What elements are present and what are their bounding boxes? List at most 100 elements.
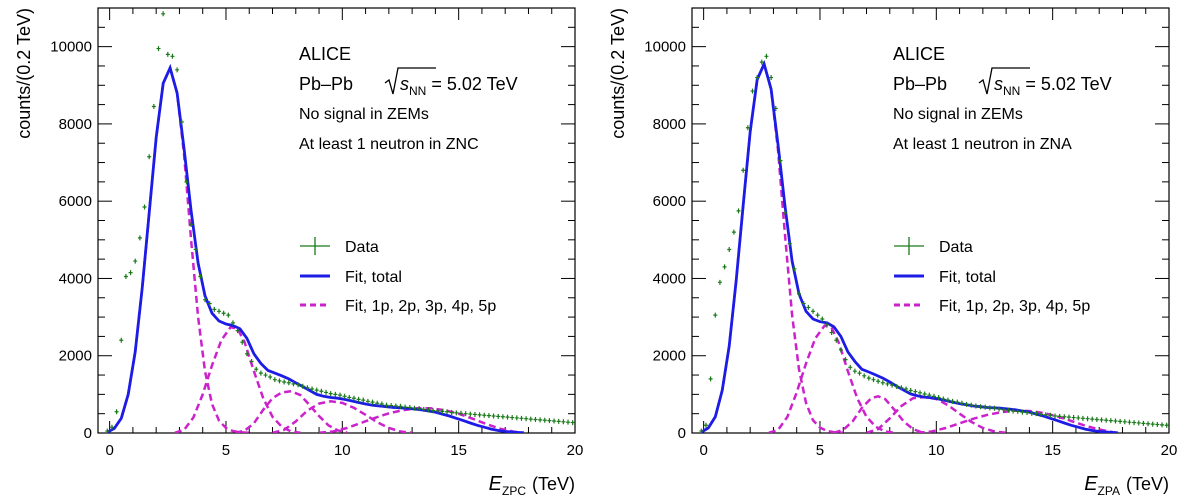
data-point xyxy=(885,381,890,387)
fit-component-line xyxy=(768,324,895,433)
data-point xyxy=(328,391,333,397)
fit-component-line xyxy=(272,400,413,433)
data-point xyxy=(272,377,277,383)
data-point xyxy=(244,351,249,357)
x-axis-label-unit: (TeV) xyxy=(532,474,575,494)
data-point xyxy=(1104,417,1109,423)
data-point xyxy=(310,386,315,392)
data-point xyxy=(389,403,394,409)
data-point xyxy=(731,229,736,235)
data-point xyxy=(1066,414,1071,420)
x-tick-label: 20 xyxy=(1161,442,1178,459)
data-point xyxy=(463,411,468,417)
data-point xyxy=(829,330,834,336)
data-point xyxy=(769,75,774,81)
data-point xyxy=(1164,422,1169,428)
data-point xyxy=(216,308,221,314)
data-point xyxy=(1076,415,1081,421)
data-point xyxy=(193,246,198,252)
data-point xyxy=(1136,420,1141,426)
annotation-experiment: ALICE xyxy=(299,44,351,64)
data-point xyxy=(973,403,978,409)
data-point xyxy=(263,372,268,378)
data-point xyxy=(783,210,788,216)
data-point xyxy=(1052,413,1057,419)
data-point xyxy=(268,374,273,380)
annotation-line4: At least 1 neutron in ZNA xyxy=(893,136,1072,153)
data-point xyxy=(384,402,389,408)
data-point xyxy=(258,370,263,376)
data-point xyxy=(370,399,375,405)
legend-label: Data xyxy=(939,239,973,256)
x-tick-label: 0 xyxy=(699,442,707,459)
chart-panel-zpa: 0 5 10 15 20 0 2000 4000 6000 8000 10000 counts/(0.… xyxy=(594,0,1188,501)
data-point xyxy=(133,258,138,264)
y-tick-label: 10000 xyxy=(50,39,92,56)
data-point xyxy=(717,279,722,285)
legend-label: Data xyxy=(345,239,379,256)
annotation-line3: No signal in ZEMs xyxy=(299,106,429,123)
data-point xyxy=(708,376,713,382)
data-point xyxy=(1020,409,1025,415)
data-point xyxy=(137,235,142,241)
data-point xyxy=(1001,407,1006,413)
data-point xyxy=(421,406,426,412)
annotation-energy-subscript: NN xyxy=(1003,84,1020,98)
data-point xyxy=(852,368,857,374)
data-point xyxy=(722,264,727,270)
data-point xyxy=(500,414,505,420)
y-tick-label: 8000 xyxy=(653,116,686,133)
data-point xyxy=(713,312,718,318)
data-point xyxy=(894,384,899,390)
data-point xyxy=(1011,408,1016,414)
data-point xyxy=(727,246,732,252)
x-axis-label-symbol: E xyxy=(1084,473,1098,495)
annotation-energy-value: = 5.02 TeV xyxy=(1025,74,1111,94)
data-point xyxy=(1006,407,1011,413)
data-point xyxy=(296,382,301,388)
data-point xyxy=(417,406,422,412)
fit-component-line xyxy=(235,390,348,433)
data-point xyxy=(277,378,282,384)
data-point xyxy=(128,270,133,276)
data-point xyxy=(1048,412,1053,418)
data-point xyxy=(179,119,184,125)
sqrt-icon xyxy=(384,67,436,95)
data-point xyxy=(1015,408,1020,414)
data-point xyxy=(1080,415,1085,421)
data-point xyxy=(927,392,932,398)
fit-component-line xyxy=(106,64,250,433)
data-point xyxy=(324,389,329,395)
data-point xyxy=(778,158,783,164)
data-point xyxy=(773,105,778,111)
data-point xyxy=(407,405,412,410)
x-tick-label: 0 xyxy=(105,442,113,459)
data-point xyxy=(1085,416,1090,422)
y-tick-label: 2000 xyxy=(653,348,686,365)
x-axis-label-symbol: E xyxy=(489,473,503,495)
data-point xyxy=(908,388,913,393)
data-point xyxy=(184,179,189,185)
data-point xyxy=(226,312,231,318)
data-point xyxy=(440,408,445,414)
y-tick-label: 0 xyxy=(678,425,686,442)
data-point xyxy=(198,274,203,280)
data-point xyxy=(300,383,305,389)
y-tick-label: 8000 xyxy=(59,116,92,133)
data-point xyxy=(333,391,338,397)
data-point xyxy=(361,397,366,403)
data-point xyxy=(1146,421,1151,427)
data-point xyxy=(161,11,166,17)
x-axis-label-subscript: ZPA xyxy=(1098,484,1120,498)
data-point xyxy=(987,405,992,411)
data-point xyxy=(510,415,515,421)
data-point xyxy=(203,297,208,303)
data-point xyxy=(750,88,755,94)
data-point xyxy=(983,404,988,410)
data-point xyxy=(1090,416,1095,422)
x-axis-label: EZPC (TeV) xyxy=(489,473,575,498)
data-point xyxy=(801,301,806,307)
data-point xyxy=(212,306,217,312)
data-point xyxy=(496,413,501,419)
data-point xyxy=(848,364,853,370)
